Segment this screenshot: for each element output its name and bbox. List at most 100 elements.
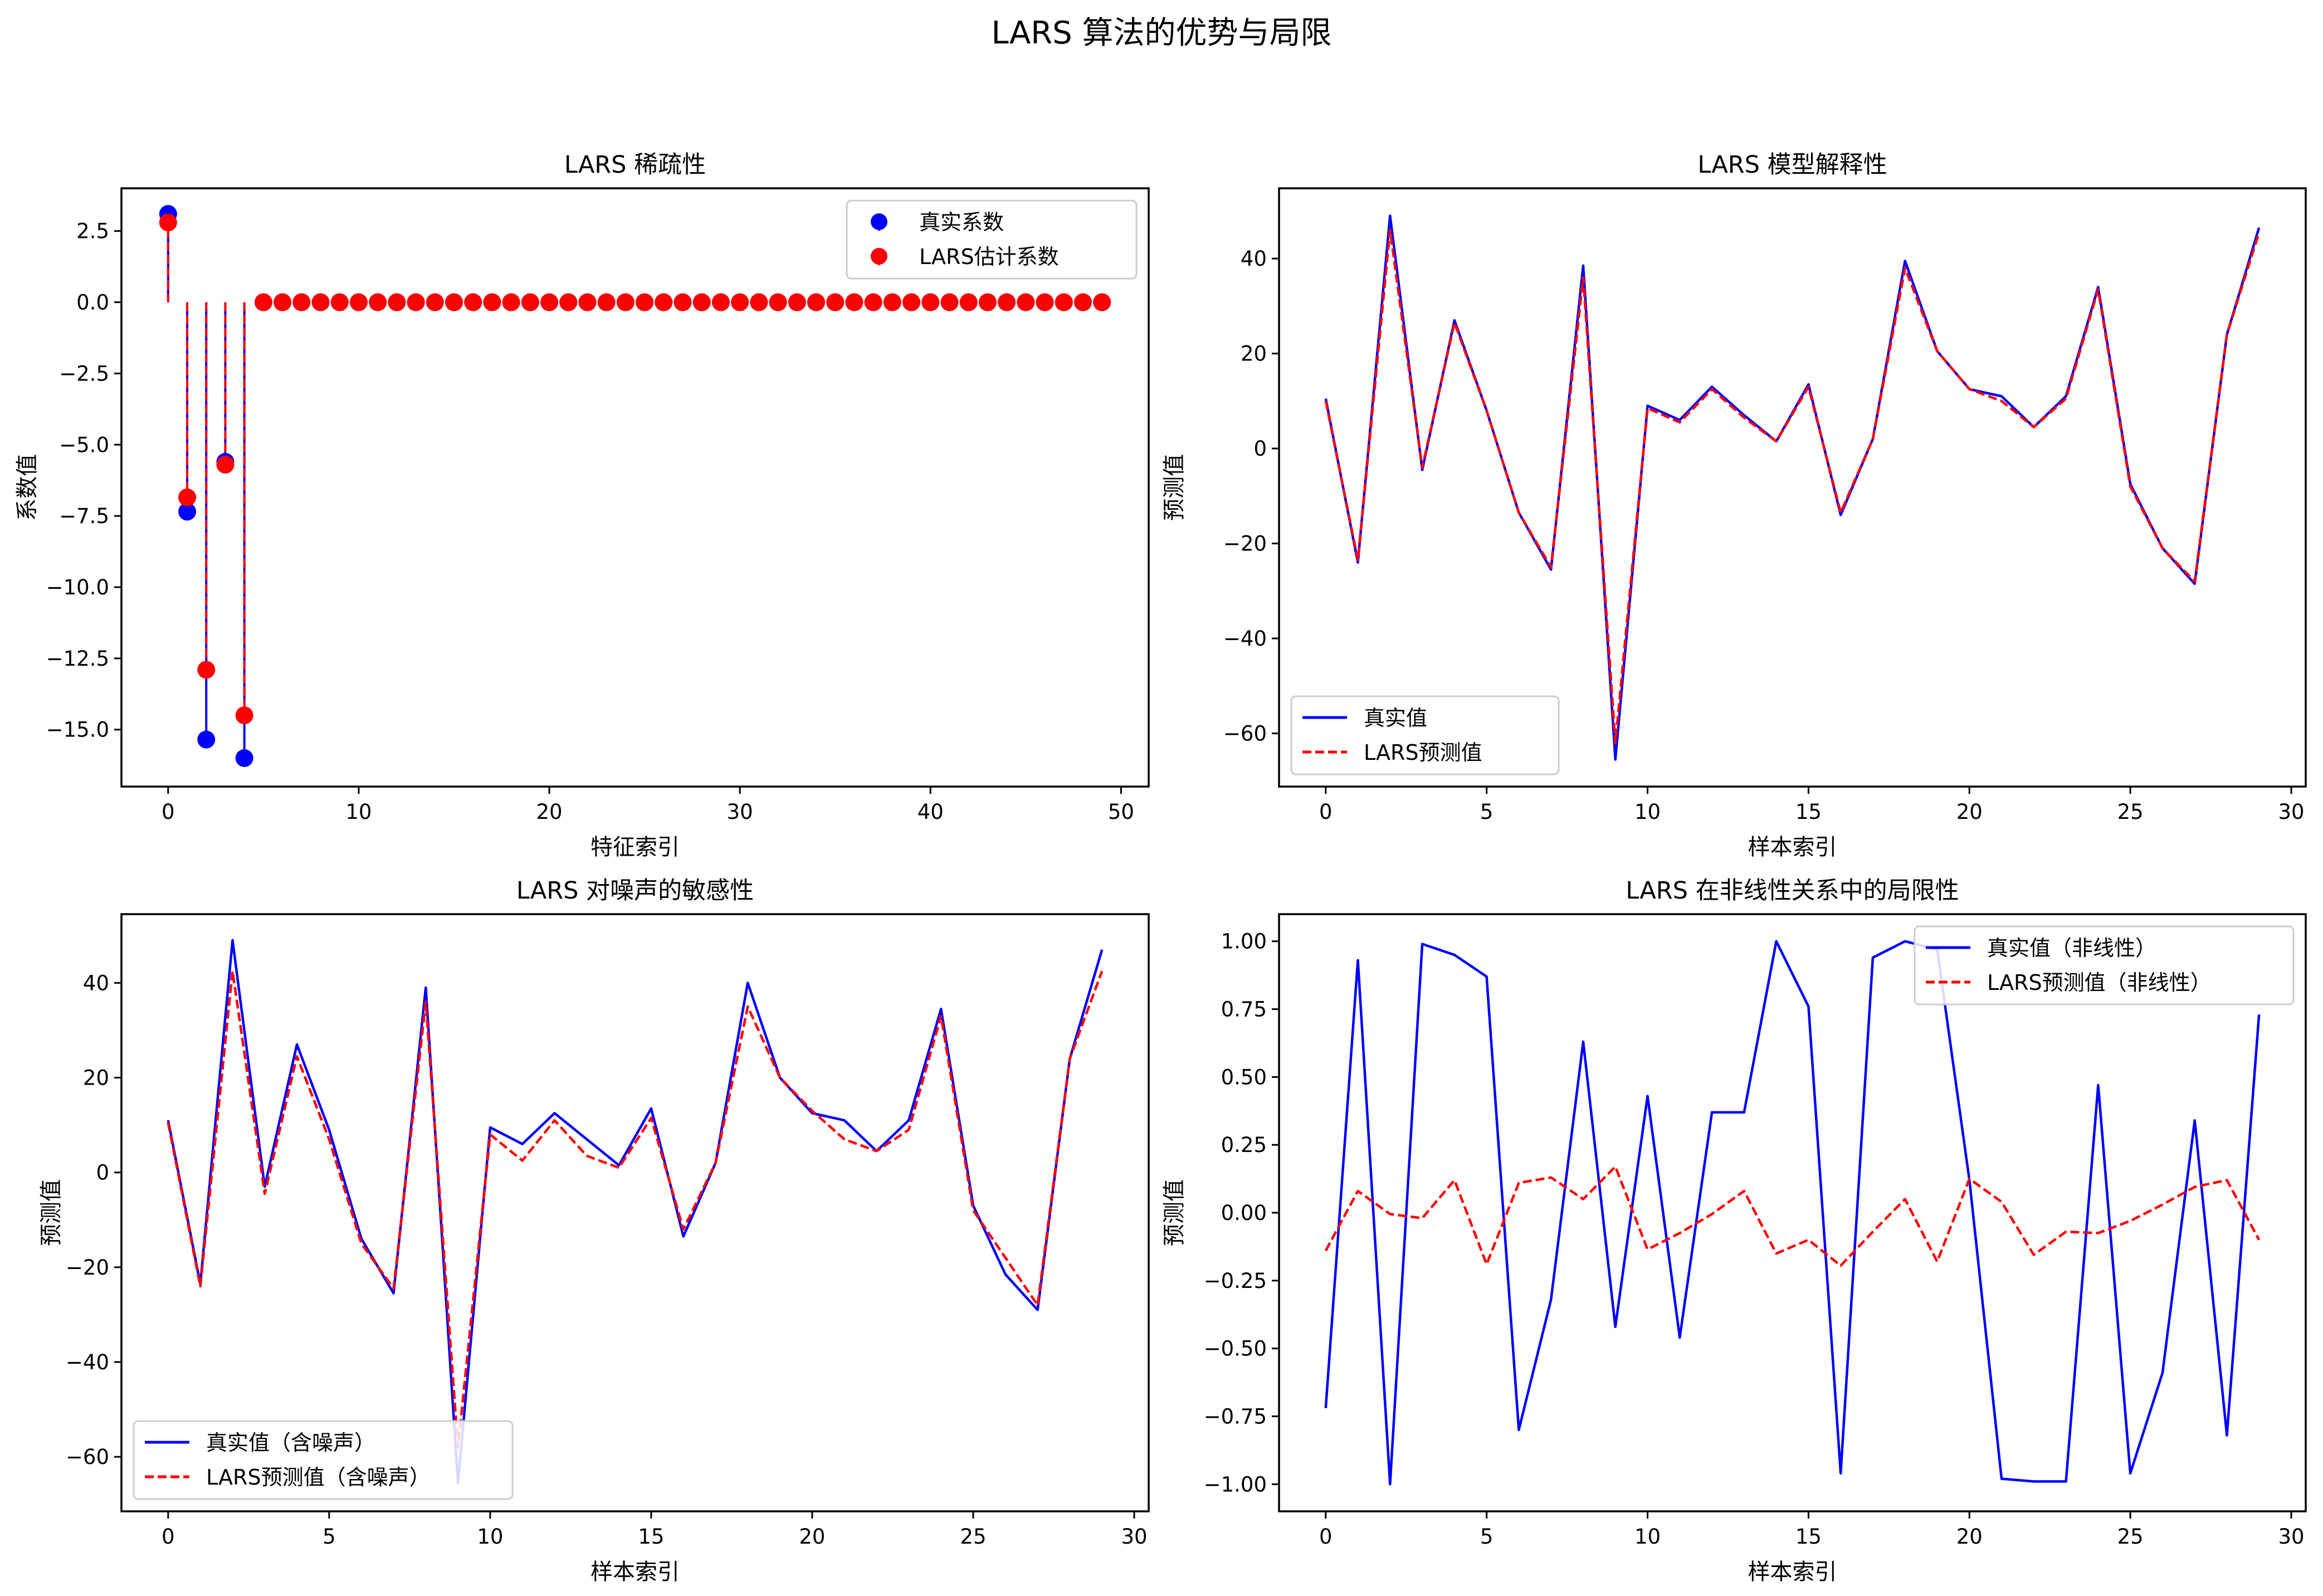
stem-marker — [711, 293, 730, 311]
stem-marker — [807, 293, 826, 311]
legend-box — [1914, 925, 2295, 1006]
subplot-title: LARS 稀疏性 — [564, 151, 706, 179]
stem-marker — [426, 293, 444, 311]
y-tick-label: 40 — [83, 971, 109, 995]
series-lars-line — [167, 969, 1104, 1449]
legend-marker-icon — [871, 248, 887, 265]
stem-marker — [369, 293, 387, 311]
legend-label: LARS估计系数 — [919, 245, 1059, 269]
stem-marker — [1036, 293, 1054, 311]
x-tick-label: 0 — [1319, 800, 1333, 824]
y-axis: 1.00 0.75 0.50 0.25 0.00 −0.25 −0.50 −0.75 −1.00… — [1162, 930, 1279, 1496]
stem-marker — [197, 661, 216, 679]
stem-marker — [216, 456, 235, 474]
plot-area — [167, 939, 1104, 1485]
x-tick-label: 25 — [960, 1525, 986, 1549]
x-axis: 0 10 20 30 40 50 特征索引 — [162, 787, 1134, 860]
x-tick-label: 25 — [2117, 800, 2144, 824]
stem-marker — [330, 293, 349, 311]
subplot-noise-sensitivity: LARS 对噪声的敏感性 0 5 10 15 20 25 30 样本索引 40 20 0 −20 −40 −… — [38, 877, 1150, 1585]
x-axis: 0 5 10 15 20 25 30 样本索引 — [1319, 1511, 2305, 1585]
series-lars-line — [1324, 1165, 2261, 1267]
stem-marker — [864, 293, 882, 311]
x-axis: 0 5 10 15 20 25 30 样本索引 — [162, 1511, 1148, 1585]
stem-marker — [978, 293, 997, 311]
stem-marker — [883, 293, 901, 311]
y-tick-label: −20 — [66, 1256, 109, 1280]
axes-frame — [1278, 187, 2307, 788]
y-tick-label: −15.0 — [46, 718, 109, 742]
stem-marker — [559, 293, 578, 311]
legend-box — [846, 199, 1138, 280]
x-tick-label: 5 — [1480, 1525, 1494, 1549]
stem-marker — [769, 293, 787, 311]
x-tick-label: 5 — [323, 1525, 336, 1549]
y-tick-label: 0.00 — [1221, 1201, 1267, 1225]
stem-marker — [902, 293, 921, 311]
stem-marker — [388, 293, 406, 311]
stem-marker — [311, 293, 330, 311]
x-axis-label: 样本索引 — [590, 1559, 680, 1585]
plot-area — [159, 205, 1111, 767]
stem-marker — [921, 293, 940, 311]
y-tick-label: −0.50 — [1204, 1337, 1267, 1361]
stem-marker — [445, 293, 463, 311]
y-tick-label: −1.00 — [1204, 1472, 1267, 1496]
stem-marker — [483, 293, 501, 311]
x-axis-label: 特征索引 — [590, 834, 680, 860]
y-tick-label: 20 — [1241, 342, 1267, 366]
x-tick-label: 10 — [477, 1525, 503, 1549]
x-tick-label: 10 — [1634, 800, 1661, 824]
stem-marker — [692, 293, 711, 311]
series-true-line — [167, 939, 1104, 1485]
x-tick-label: 50 — [1108, 800, 1134, 824]
subplot-interpretability: LARS 模型解释性 0 5 10 15 20 25 30 样本索引 40 20 0 −20 −40 −60… — [1162, 151, 2307, 860]
x-tick-label: 15 — [1795, 1525, 1822, 1549]
y-axis: 40 20 0 −20 −40 −60 预测值 — [1162, 247, 1279, 746]
legend: 真实值 LARS预测值 — [1290, 695, 1560, 775]
stem-marker — [1093, 293, 1111, 311]
legend-label: 真实值（非线性） — [1987, 936, 2156, 960]
stem-marker — [1017, 293, 1035, 311]
stem-marker — [616, 293, 635, 311]
y-axis-label: 预测值 — [1162, 454, 1187, 521]
legend: 真实系数 LARS估计系数 — [846, 199, 1138, 280]
stem-marker — [254, 293, 272, 311]
series-true-line — [1324, 940, 2261, 1486]
stem-marker — [998, 293, 1016, 311]
legend-box — [1290, 695, 1560, 775]
stem-marker — [349, 293, 368, 311]
stem-marker — [959, 293, 978, 311]
legend-label: LARS预测值（含噪声） — [206, 1465, 431, 1490]
stem-marker — [578, 293, 597, 311]
stem-marker — [178, 488, 197, 506]
y-tick-label: −40 — [1223, 627, 1267, 651]
y-tick-label: 0 — [96, 1161, 109, 1185]
x-tick-label: 0 — [1319, 1525, 1333, 1549]
x-axis: 0 5 10 15 20 25 30 样本索引 — [1319, 787, 2305, 860]
y-axis-label: 系数值 — [14, 454, 40, 521]
y-tick-label: 0.25 — [1221, 1133, 1267, 1157]
plot-area — [1324, 214, 2261, 761]
x-tick-label: 25 — [2117, 1525, 2144, 1549]
axes-frame — [120, 913, 1150, 1512]
series-lars-line — [1324, 228, 2261, 744]
y-tick-label: 40 — [1241, 247, 1267, 271]
subplot-title: LARS 在非线性关系中的局限性 — [1626, 877, 1959, 905]
x-tick-label: 0 — [162, 800, 175, 824]
y-axis-label: 预测值 — [38, 1179, 64, 1246]
stem-marker — [940, 293, 959, 311]
series-true-line — [1324, 214, 2261, 761]
stem-marker — [655, 293, 673, 311]
stem-marker — [521, 293, 539, 311]
y-tick-label: −0.75 — [1204, 1404, 1267, 1428]
y-tick-label: −12.5 — [46, 647, 109, 671]
y-tick-label: 0.50 — [1221, 1065, 1267, 1089]
x-axis-label: 样本索引 — [1748, 1559, 1837, 1585]
stem-marker — [274, 293, 292, 311]
x-tick-label: 30 — [727, 800, 753, 824]
legend: 真实值（含噪声） LARS预测值（含噪声） — [133, 1420, 514, 1500]
legend-label: LARS预测值（非线性） — [1987, 970, 2212, 995]
y-tick-label: 20 — [83, 1066, 109, 1090]
x-tick-label: 30 — [2278, 800, 2304, 824]
